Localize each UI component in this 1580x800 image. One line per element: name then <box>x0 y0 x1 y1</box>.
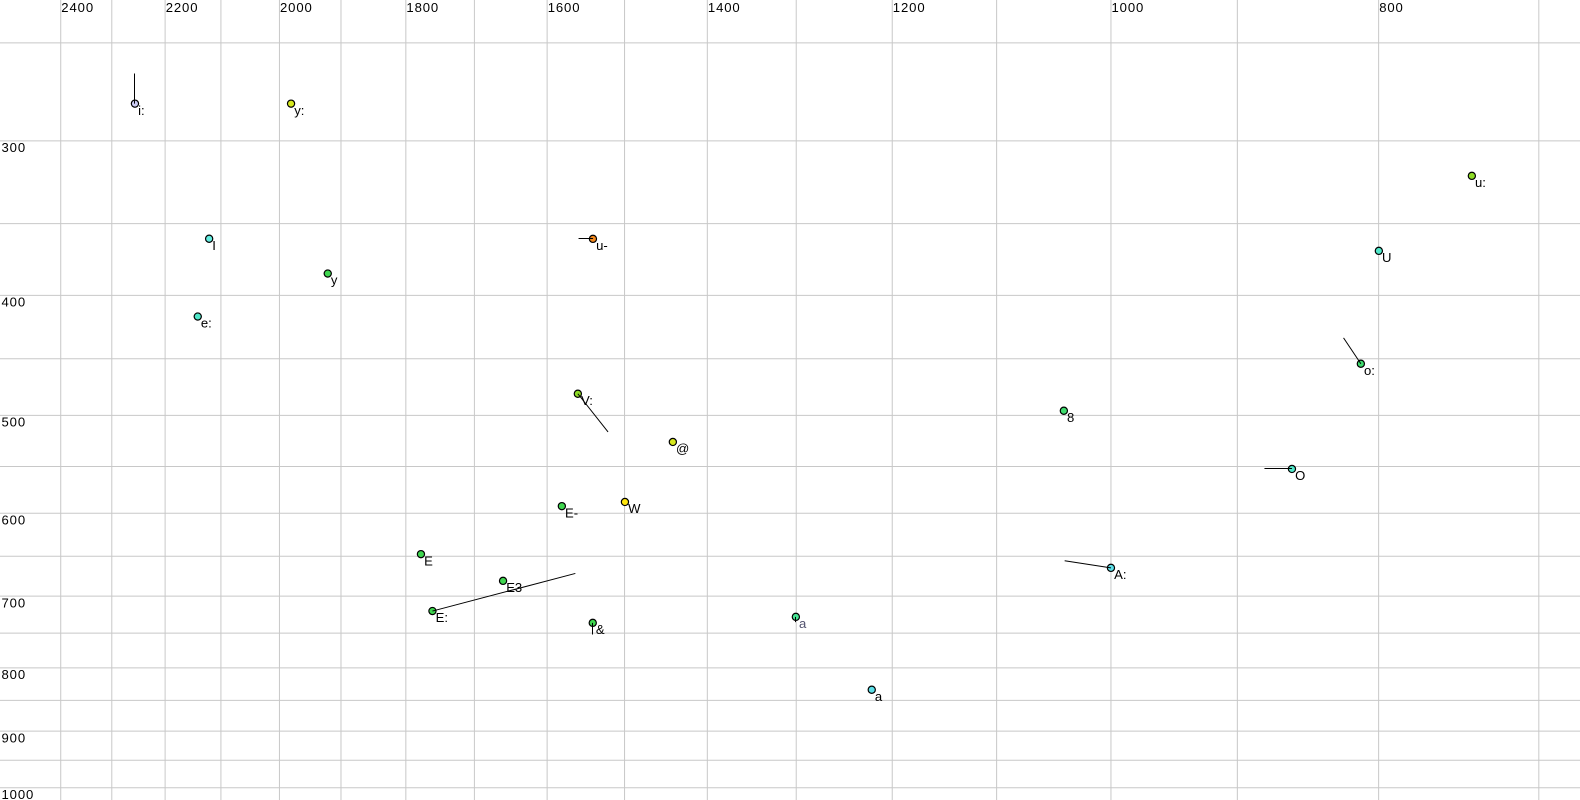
svg-text:600: 600 <box>2 512 27 527</box>
svg-text:W: W <box>628 501 641 516</box>
svg-text:&: & <box>596 622 605 637</box>
svg-text:E: E <box>424 553 433 568</box>
svg-text:700: 700 <box>2 595 27 610</box>
svg-text:300: 300 <box>2 140 27 155</box>
svg-text:V:: V: <box>581 393 593 408</box>
svg-text:@: @ <box>676 441 689 456</box>
svg-text:800: 800 <box>2 667 27 682</box>
svg-text:A:: A: <box>1114 567 1126 582</box>
svg-text:1000: 1000 <box>1112 0 1145 15</box>
svg-text:U: U <box>1382 250 1391 265</box>
svg-text:O: O <box>1295 468 1305 483</box>
svg-text:y: y <box>331 273 338 288</box>
svg-text:I: I <box>212 238 216 253</box>
svg-text:500: 500 <box>2 415 27 430</box>
svg-text:E-: E- <box>565 505 578 520</box>
svg-text:i:: i: <box>138 103 145 118</box>
svg-text:E3: E3 <box>506 580 522 595</box>
svg-text:800: 800 <box>1379 0 1404 15</box>
svg-text:2200: 2200 <box>166 0 199 15</box>
svg-text:y:: y: <box>294 103 304 118</box>
svg-text:a: a <box>799 616 807 631</box>
svg-text:2400: 2400 <box>61 0 94 15</box>
svg-text:u:: u: <box>1475 175 1486 190</box>
svg-text:900: 900 <box>2 730 27 745</box>
svg-text:400: 400 <box>2 295 27 310</box>
svg-text:1800: 1800 <box>406 0 439 15</box>
svg-text:1600: 1600 <box>548 0 581 15</box>
svg-text:2000: 2000 <box>280 0 313 15</box>
svg-text:8: 8 <box>1067 410 1074 425</box>
svg-text:e:: e: <box>201 316 212 331</box>
svg-text:1000: 1000 <box>2 787 35 800</box>
svg-text:u-: u- <box>596 238 608 253</box>
svg-text:o:: o: <box>1364 363 1375 378</box>
svg-text:a: a <box>875 689 883 704</box>
svg-text:E:: E: <box>436 610 448 625</box>
svg-text:1200: 1200 <box>893 0 926 15</box>
svg-text:1400: 1400 <box>708 0 741 15</box>
